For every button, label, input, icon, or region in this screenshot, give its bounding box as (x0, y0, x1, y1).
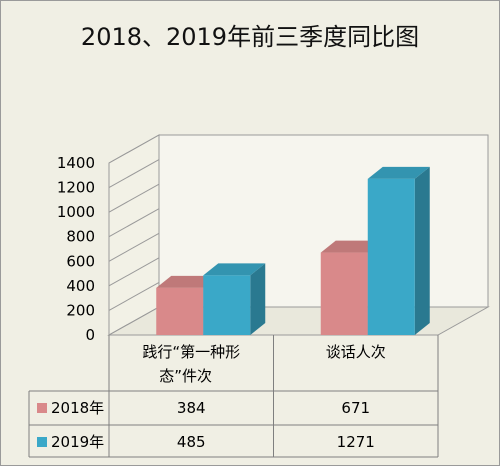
category-label: 态”件次 (159, 367, 212, 385)
ytick-label: 600 (66, 252, 95, 270)
table-value: 485 (177, 433, 206, 451)
ytick-label: 1200 (57, 179, 95, 197)
ytick-label: 0 (85, 326, 95, 344)
table-value: 1271 (337, 433, 375, 451)
bar-top (320, 240, 383, 253)
chart-title: 2018、2019年前三季度同比图 (80, 23, 420, 51)
bar-top (367, 166, 430, 179)
ytick-guide (108, 208, 160, 238)
ytick-guide (108, 159, 160, 189)
side-wall (108, 134, 160, 336)
ytick-label: 800 (66, 228, 95, 246)
ytick-guide (108, 306, 160, 336)
category-label: 谈话人次 (326, 343, 386, 361)
bar-side (414, 166, 430, 335)
category-label: 践行“第一种形 (142, 343, 240, 361)
legend-swatch (37, 403, 47, 413)
ytick-guide (108, 281, 160, 311)
ytick-label: 1000 (57, 203, 95, 221)
legend-swatch (37, 437, 47, 447)
ytick-label: 1400 (57, 154, 95, 172)
ytick-label: 400 (66, 277, 95, 295)
ytick-guide (108, 232, 160, 262)
ytick-guide (108, 257, 160, 287)
bar-side (250, 263, 266, 335)
bar (367, 178, 415, 335)
ytick-guide (108, 134, 160, 164)
bar (203, 275, 251, 335)
bar-top (156, 275, 219, 288)
table-value: 671 (341, 399, 370, 417)
bar (156, 287, 204, 335)
ytick-label: 200 (66, 301, 95, 319)
legend-label: 2019年 (51, 433, 104, 451)
table-value: 384 (177, 399, 206, 417)
legend-label: 2018年 (51, 399, 104, 417)
ytick-guide (108, 183, 160, 213)
bar-top (203, 263, 266, 276)
bar (320, 252, 368, 335)
